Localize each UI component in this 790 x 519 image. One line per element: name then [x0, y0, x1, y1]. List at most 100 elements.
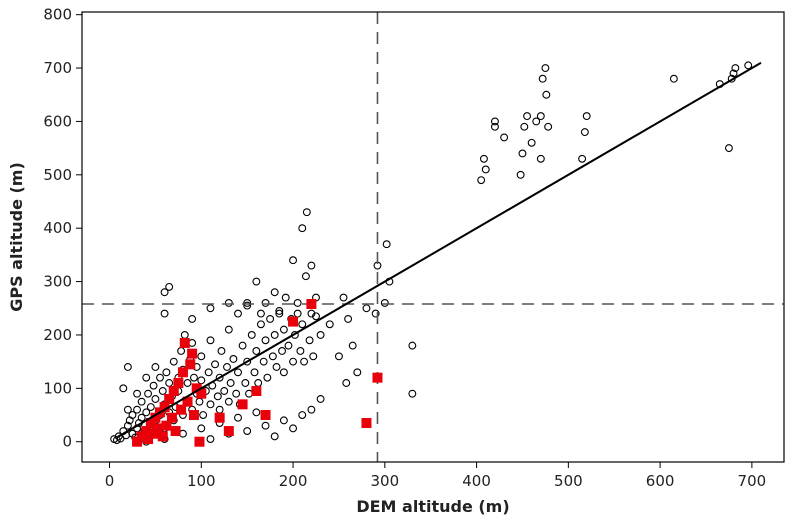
data-point — [224, 298, 233, 307]
data-point — [279, 325, 288, 334]
data-point — [252, 347, 261, 355]
data-point — [293, 298, 302, 307]
data-point — [220, 387, 229, 395]
data-point — [234, 368, 242, 377]
highlighted-point — [306, 298, 317, 309]
data-point — [123, 421, 132, 430]
highlighted-point — [361, 418, 372, 429]
data-point — [316, 395, 325, 403]
data-point — [527, 138, 536, 147]
data-point — [162, 368, 171, 377]
highlighted-point — [168, 386, 179, 397]
highlighted-point — [166, 412, 177, 423]
data-point — [123, 363, 132, 371]
data-point — [270, 331, 279, 339]
data-point — [289, 256, 298, 265]
data-point — [309, 352, 318, 361]
data-point — [538, 74, 547, 83]
data-point — [270, 288, 279, 297]
data-point — [229, 355, 238, 363]
data-point — [243, 298, 252, 307]
highlighted-point — [136, 431, 147, 442]
fit-line — [118, 61, 762, 438]
x-tick-label: 0 — [105, 472, 115, 490]
data-point — [532, 117, 541, 126]
y-axis-ticks: 0 100 200 300 400 500 600 700 800 — [43, 6, 82, 451]
highlighted-point — [260, 410, 271, 421]
data-point — [188, 314, 197, 323]
data-point — [523, 112, 532, 121]
data-point — [339, 293, 348, 302]
data-point — [731, 64, 740, 72]
data-point — [215, 405, 224, 414]
data-point — [256, 309, 265, 318]
data-point — [211, 360, 220, 369]
y-tick-label: 700 — [43, 59, 72, 77]
data-point — [234, 413, 242, 422]
data-point — [353, 368, 362, 377]
data-point — [298, 411, 307, 419]
data-point — [165, 379, 174, 387]
data-point — [204, 368, 213, 377]
data-point — [312, 312, 320, 321]
data-point — [275, 306, 284, 315]
data-point — [234, 309, 242, 318]
x-tick-label: 100 — [187, 472, 216, 490]
data-point — [580, 128, 589, 137]
regression-line — [118, 61, 762, 438]
data-point — [272, 363, 281, 371]
data-point — [165, 282, 174, 291]
data-point — [301, 272, 310, 281]
data-point — [542, 90, 551, 99]
data-point — [268, 352, 277, 361]
reference-lines — [82, 12, 784, 462]
data-point — [362, 304, 371, 313]
data-point — [544, 122, 553, 131]
y-tick-label: 800 — [43, 6, 72, 24]
open-points-series — [110, 61, 753, 446]
data-point — [243, 357, 252, 366]
data-point — [247, 331, 256, 339]
highlighted-point — [182, 396, 193, 407]
highlighted-point — [185, 359, 196, 370]
data-point — [305, 336, 314, 345]
data-point — [278, 347, 286, 355]
data-point — [307, 309, 316, 318]
data-point — [197, 376, 206, 385]
highlighted-point — [170, 426, 181, 437]
data-point — [296, 347, 305, 355]
data-point — [133, 405, 142, 414]
highlighted-point — [187, 348, 198, 359]
data-point — [224, 325, 233, 334]
data-point — [137, 413, 146, 422]
highlighted-point — [145, 418, 156, 429]
highlighted-point — [176, 404, 187, 415]
data-point — [241, 379, 250, 387]
data-point — [477, 176, 486, 185]
data-point — [206, 336, 215, 345]
x-axis-title: DEM altitude (m) — [356, 497, 509, 516]
x-tick-label: 400 — [462, 472, 491, 490]
highlighted-point — [157, 431, 168, 442]
data-point — [344, 314, 353, 323]
x-tick-label: 300 — [371, 472, 400, 490]
data-point — [408, 389, 417, 398]
data-point — [183, 379, 192, 387]
data-point — [199, 411, 208, 419]
data-point — [151, 363, 160, 371]
x-tick-label: 700 — [738, 472, 767, 490]
data-point — [238, 341, 247, 350]
data-point — [293, 309, 302, 318]
data-point — [325, 320, 334, 329]
y-tick-label: 400 — [43, 219, 72, 237]
data-point — [243, 427, 252, 435]
data-point — [348, 341, 357, 350]
highlighted-point — [288, 316, 299, 327]
data-point — [151, 395, 160, 403]
data-point — [169, 357, 178, 366]
highlighted-point — [177, 367, 188, 378]
data-point — [112, 436, 121, 445]
data-point — [119, 384, 128, 393]
data-point — [536, 154, 545, 163]
